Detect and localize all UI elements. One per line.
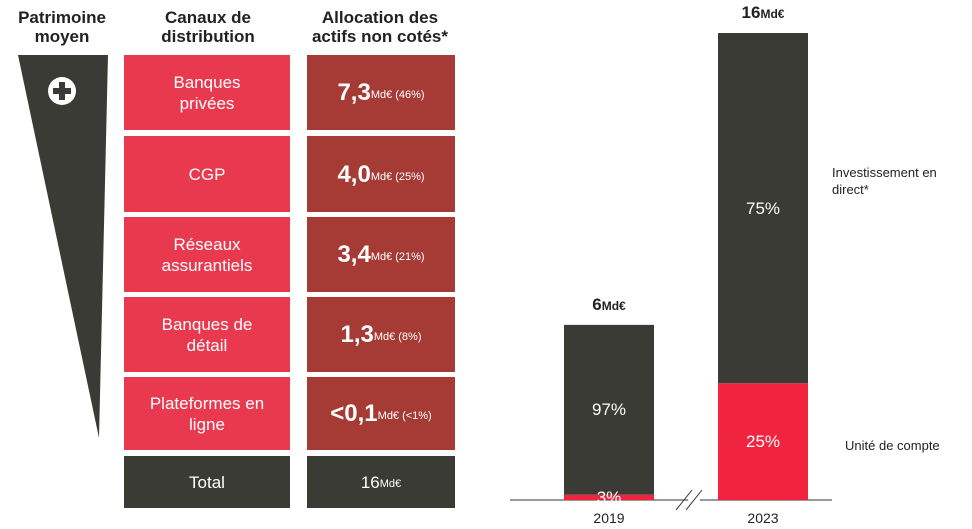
column-header: Patrimoine moyen [4, 6, 120, 48]
allocation-unit: Md€ [370, 89, 393, 101]
header-text: Canaux de distribution [161, 8, 255, 46]
bar-segment [564, 324, 654, 495]
allocation-cell: <0,1 Md€ (<1%) [307, 377, 455, 450]
axis-break [675, 489, 693, 511]
total-amount: 16 [360, 472, 380, 492]
allocation-amount: 1,3 [340, 321, 374, 348]
total-unit: Md€ [760, 7, 785, 21]
total-cell: 16 Md€ [307, 456, 455, 508]
channel-cell: Banques privées [124, 55, 290, 130]
allocation-share: (25%) [395, 170, 425, 183]
column-header: Canaux de distribution [128, 6, 288, 48]
channel-text: Plateformes en ligne [150, 393, 265, 435]
total-label: 16 Md€ [698, 3, 828, 27]
total-label: Total [189, 472, 225, 492]
channel-text: Réseaux assurantiels [150, 234, 265, 276]
allocation-unit: Md€ [370, 251, 393, 263]
allocation-cell: 3,4 Md€ (21%) [307, 217, 455, 292]
segment-value: 97% [591, 400, 627, 420]
total-value: 6 [592, 294, 602, 314]
channel-cell: Réseaux assurantiels [124, 217, 290, 292]
channel-cell: Plateformes en ligne [124, 377, 290, 450]
allocation-unit: Md€ [377, 410, 400, 422]
total-label: 6 Md€ [544, 295, 674, 319]
total-cell: Total [124, 456, 290, 508]
category: 2019 [593, 510, 625, 526]
category: 2023 [747, 510, 779, 526]
bar-segment [718, 383, 808, 500]
header-text: Patrimoine moyen [18, 8, 106, 46]
channel-cell: CGP [124, 136, 290, 212]
segment-label: 3% [564, 486, 654, 508]
total-value: 16 [741, 3, 761, 22]
plus-bar [53, 88, 71, 94]
axis-break [685, 489, 703, 511]
legend-label: Unité de compte [845, 427, 972, 463]
allocation-amount: 3,4 [337, 241, 371, 268]
allocation-share: (<1%) [402, 410, 432, 422]
allocation-amount: <0,1 [330, 400, 378, 427]
legend-label: Investissement en direct* [832, 163, 947, 199]
segment-value: 25% [745, 432, 781, 452]
x-tick-label: 2023 [718, 508, 808, 528]
series-name: Investissement en direct* [832, 165, 937, 197]
series-name: Unité de compte [845, 437, 940, 453]
channel-text: Banques privées [150, 72, 265, 114]
allocation-share: (21%) [395, 251, 425, 263]
segment-label: 75% [718, 197, 808, 219]
segment-value: 3% [596, 487, 622, 507]
channel-label: Plateformes en ligne [149, 393, 265, 434]
allocation-cell: 4,0 Md€ (25%) [307, 136, 455, 212]
segment-label: 25% [718, 431, 808, 453]
bar-segment [564, 494, 654, 500]
segment-label: 97% [564, 399, 654, 421]
segment-value: 75% [745, 198, 781, 218]
total-unit: Md€ [601, 298, 626, 313]
allocation-share: (46%) [395, 89, 425, 101]
allocation-cell: 7,3 Md€ (46%) [307, 55, 455, 130]
channel-cell: Banques de détail [124, 297, 290, 372]
bar-segment [718, 33, 808, 384]
channel-label: Réseaux assurantiels [161, 234, 253, 275]
header-text: Allocation des actifs non cotés* [311, 8, 449, 46]
channel-label: Banques privées [173, 72, 241, 113]
total-unit: Md€ [379, 477, 402, 490]
allocation-share: (8%) [398, 331, 422, 343]
allocation-unit: Md€ [373, 331, 396, 343]
allocation-amount: 7,3 [337, 79, 371, 106]
x-tick-label: 2019 [564, 508, 654, 528]
channel-text: Banques de détail [150, 314, 265, 356]
allocation-amount: 4,0 [337, 160, 371, 188]
allocation-unit: Md€ [370, 170, 393, 183]
allocation-cell: 1,3 Md€ (8%) [307, 297, 455, 372]
channel-text: CGP [150, 164, 265, 185]
wealth-triangle [18, 55, 108, 438]
column-header: Allocation des actifs non cotés* [300, 6, 460, 48]
channel-label: Banques de détail [161, 314, 253, 355]
channel-label: CGP [188, 164, 226, 184]
